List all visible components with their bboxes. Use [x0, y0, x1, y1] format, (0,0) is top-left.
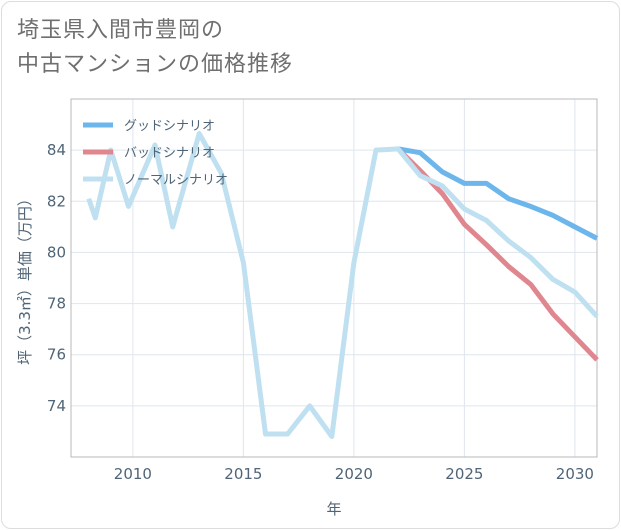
- y-tick-label-82: 82: [47, 192, 66, 210]
- x-tick-label-2015: 2015: [224, 465, 262, 483]
- page-title: 埼玉県入間市豊岡の 中古マンションの価格推移: [17, 14, 293, 82]
- x-tick-label-2020: 2020: [335, 465, 373, 483]
- x-tick-labels: 2010 2015 2020 2025 2030: [114, 465, 594, 483]
- y-tick-label-84: 84: [47, 141, 66, 159]
- x-axis-title: 年: [326, 500, 341, 518]
- series-line-1: [397, 146, 599, 241]
- x-tick-label-2030: 2030: [556, 465, 594, 483]
- legend-label-2: バッドシナリオ: [124, 146, 215, 161]
- y-tick-labels: 74 76 78 80 82 84: [47, 141, 66, 415]
- y-tick-label-80: 80: [47, 243, 66, 261]
- title-line-2: 中古マンションの価格推移: [17, 52, 294, 77]
- legend-label-3: ノーマルシナリオ: [124, 173, 228, 188]
- y-tick-label-78: 78: [47, 295, 66, 313]
- series-line-3: [86, 131, 599, 439]
- title-line-1: 埼玉県入間市豊岡の: [17, 18, 225, 43]
- legend-label-1: グッドシナリオ: [124, 119, 215, 134]
- plot-area: [70, 98, 598, 458]
- series-group: [86, 131, 599, 439]
- y-tick-label-76: 76: [47, 346, 66, 364]
- x-tick-label-2025: 2025: [445, 465, 483, 483]
- x-tick-label-2010: 2010: [114, 465, 152, 483]
- y-axis-title: 坪（3.3㎡）単価（万円）: [16, 191, 34, 365]
- y-tick-label-74: 74: [47, 397, 66, 415]
